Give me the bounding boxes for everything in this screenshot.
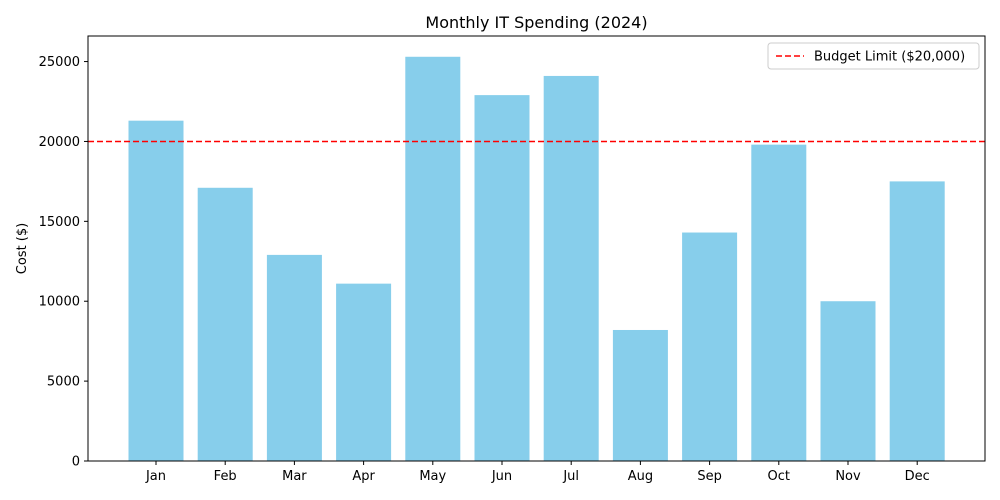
x-tick-label-oct: Oct	[768, 469, 790, 484]
x-tick-label-aug: Aug	[628, 469, 653, 484]
y-axis-ticks: 0 5000 10000 15000 20000 25000	[39, 55, 88, 470]
y-tick-label-15000: 15000	[39, 215, 80, 230]
y-tick-label-0: 0	[72, 455, 80, 470]
legend-label-budget-limit: Budget Limit ($20,000)	[814, 50, 965, 65]
legend: Budget Limit ($20,000)	[767, 42, 980, 70]
x-axis-ticks: Jan Feb Mar Apr May Jun Jul Aug Sep Oct Nov Dec	[145, 461, 930, 484]
bar-jun	[474, 95, 530, 461]
bar-apr	[336, 283, 392, 461]
bar-jul	[543, 75, 599, 462]
bar-oct	[751, 144, 807, 462]
bar-may	[405, 56, 461, 461]
x-tick-label-feb: Feb	[214, 469, 237, 484]
y-axis-label: Cost ($)	[15, 223, 30, 274]
bar-nov	[820, 301, 876, 461]
x-tick-label-mar: Mar	[282, 469, 307, 484]
bar-feb	[197, 187, 253, 462]
chart-title: Monthly IT Spending (2024)	[425, 13, 647, 32]
bars-group	[128, 56, 945, 462]
x-tick-label-jul: Jul	[562, 469, 579, 484]
x-tick-label-may: May	[419, 469, 446, 484]
legend-box	[767, 42, 980, 70]
bar-aug	[612, 329, 668, 461]
y-tick-label-10000: 10000	[39, 295, 80, 310]
y-tick-label-25000: 25000	[39, 55, 80, 70]
y-tick-label-20000: 20000	[39, 135, 80, 150]
x-tick-label-dec: Dec	[905, 469, 930, 484]
bar-sep	[682, 232, 738, 461]
x-tick-label-apr: Apr	[352, 469, 375, 484]
plot-area-frame	[87, 35, 986, 462]
y-tick-label-5000: 5000	[47, 375, 80, 390]
x-tick-label-nov: Nov	[835, 469, 861, 484]
bar-dec	[889, 181, 945, 462]
bar-jan	[128, 120, 184, 461]
bar-mar	[266, 254, 322, 461]
x-tick-label-sep: Sep	[697, 469, 722, 484]
x-tick-label-jan: Jan	[145, 469, 166, 484]
x-tick-label-jun: Jun	[491, 469, 512, 484]
